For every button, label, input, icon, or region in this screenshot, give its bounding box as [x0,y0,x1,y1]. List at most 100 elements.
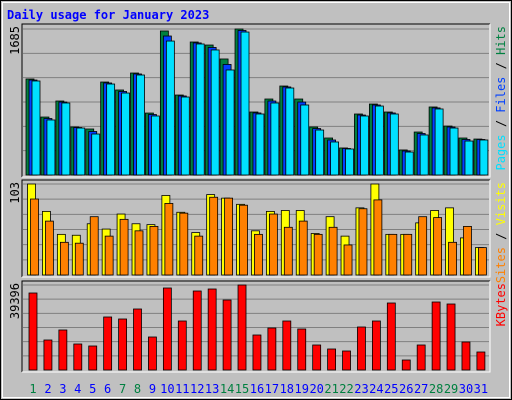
bar [449,127,459,176]
frame-light [22,180,491,278]
bar [103,316,113,371]
bar [389,113,399,176]
bar [431,301,441,371]
bar [403,233,413,276]
bar [254,233,263,276]
x-tick-label: 1 [29,382,36,396]
bar [43,339,53,371]
y-tick-label: 1685 [8,26,22,55]
bar [209,196,219,276]
bar [345,148,354,176]
legend-separator: / [494,55,508,77]
bar [388,233,398,276]
legend-separator: / [494,225,508,247]
bar [58,329,68,371]
bar [151,115,160,176]
bar [476,351,486,371]
bar [343,244,353,276]
x-tick-label: 14 [220,382,234,396]
bar [268,213,278,276]
x-tick-label: 10 [160,382,174,396]
bar [374,105,384,176]
bar [464,140,474,176]
bar [342,350,351,371]
x-tick-label: 28 [429,382,443,396]
bar [371,320,381,371]
x-tick-label: 7 [119,382,126,396]
bar [180,96,190,176]
bar [255,113,265,176]
bar [89,216,99,276]
bar [225,69,235,176]
bar [192,290,202,371]
x-tick-label: 22 [339,382,353,396]
bar [313,233,323,276]
x-tick-label: 9 [149,382,156,396]
bar [210,49,220,176]
bar [300,104,310,176]
bar [327,348,337,371]
bar [59,241,69,276]
bar [416,344,426,371]
x-tick-label: 4 [74,382,81,396]
bar [237,284,247,371]
y-tick-label: 39396 [8,283,22,319]
legend-entry: Files [494,77,508,113]
bar [357,326,366,371]
bar [88,345,98,371]
bar [46,119,56,176]
bar [312,344,322,371]
bar [252,334,262,371]
legend: KBytes [494,283,508,326]
frame-shadow [21,280,490,372]
bar [386,302,396,371]
bar [240,31,250,176]
bar [164,203,174,276]
bar [373,199,383,276]
bar [477,247,487,276]
bar [224,197,233,276]
x-tick-label: 6 [104,382,111,396]
bar [76,127,86,176]
x-tick-label: 18 [280,382,294,396]
frame-shadow [21,179,490,277]
legend-entry: Sites [494,247,508,283]
x-tick-label: 3 [59,382,66,396]
x-tick-label: 20 [309,382,323,396]
x-tick-label: 21 [324,382,338,396]
bar [194,235,204,276]
bar [270,102,280,176]
bar [285,87,295,176]
x-tick-label: 27 [414,382,428,396]
frame-light [22,24,491,178]
x-tick-label: 30 [459,382,473,396]
bar [328,226,338,276]
bar [118,318,127,371]
x-tick-label: 23 [354,382,368,396]
bar [330,141,340,176]
x-tick-label: 15 [235,382,249,396]
bar [222,299,232,371]
legend-entry: Pages [494,134,508,170]
bar [433,217,443,276]
x-tick-label: 13 [205,382,219,396]
legend: Pages / Files / Hits [494,26,508,171]
chart-title: Daily usage for January 2023 [7,8,209,22]
bar [136,74,145,176]
x-tick-label: 26 [399,382,413,396]
x-tick-label: 29 [444,382,458,396]
x-tick-label: 25 [384,382,398,396]
bar [463,226,472,276]
legend: Sites / Visits [494,182,508,283]
bar [165,40,175,176]
legend-entry: KBytes [494,283,508,326]
bar [461,341,471,371]
bar [419,134,429,176]
bar [104,235,114,276]
y-tick-label: 103 [8,182,22,204]
bar [179,212,189,276]
bar [401,359,411,371]
x-tick-label: 2 [44,382,51,396]
bar [267,327,277,371]
